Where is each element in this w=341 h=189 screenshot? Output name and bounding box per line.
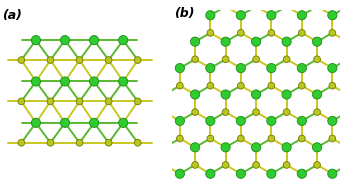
Circle shape	[18, 98, 25, 105]
Circle shape	[60, 77, 70, 86]
Circle shape	[60, 118, 70, 127]
Circle shape	[314, 162, 321, 168]
Circle shape	[237, 135, 244, 142]
Circle shape	[236, 64, 246, 73]
Circle shape	[253, 56, 260, 63]
Circle shape	[297, 169, 307, 178]
Text: (a): (a)	[2, 9, 22, 22]
Circle shape	[47, 57, 54, 64]
Circle shape	[134, 98, 141, 105]
Circle shape	[297, 116, 307, 125]
Circle shape	[222, 56, 229, 63]
Circle shape	[206, 116, 215, 125]
Circle shape	[283, 56, 290, 63]
Circle shape	[119, 77, 128, 86]
Circle shape	[283, 109, 290, 115]
Circle shape	[89, 118, 99, 127]
Circle shape	[47, 139, 54, 146]
Circle shape	[253, 109, 260, 115]
Circle shape	[191, 37, 200, 46]
Circle shape	[89, 36, 99, 45]
Circle shape	[207, 135, 214, 142]
Circle shape	[314, 56, 321, 63]
Circle shape	[76, 57, 83, 64]
Circle shape	[329, 135, 336, 142]
Circle shape	[267, 64, 276, 73]
Circle shape	[236, 116, 246, 125]
Circle shape	[222, 162, 229, 168]
Circle shape	[282, 37, 291, 46]
Circle shape	[105, 98, 112, 105]
Circle shape	[252, 143, 261, 152]
Circle shape	[177, 135, 183, 142]
Circle shape	[329, 29, 336, 36]
Circle shape	[222, 109, 229, 115]
Circle shape	[175, 169, 184, 178]
Circle shape	[297, 11, 307, 20]
Circle shape	[76, 139, 83, 146]
Circle shape	[60, 36, 70, 45]
Circle shape	[312, 37, 322, 46]
Circle shape	[192, 109, 198, 115]
Circle shape	[282, 90, 291, 99]
Circle shape	[312, 90, 322, 99]
Circle shape	[47, 98, 54, 105]
Circle shape	[221, 37, 230, 46]
Circle shape	[192, 56, 198, 63]
Circle shape	[328, 116, 337, 125]
Circle shape	[206, 64, 215, 73]
Circle shape	[328, 64, 337, 73]
Circle shape	[31, 118, 41, 127]
Circle shape	[328, 169, 337, 178]
Circle shape	[134, 139, 141, 146]
Circle shape	[297, 64, 307, 73]
Circle shape	[298, 82, 305, 89]
Circle shape	[328, 11, 337, 20]
Circle shape	[253, 162, 260, 168]
Circle shape	[267, 116, 276, 125]
Circle shape	[329, 82, 336, 89]
Circle shape	[89, 77, 99, 86]
Circle shape	[175, 116, 184, 125]
Circle shape	[221, 143, 230, 152]
Circle shape	[236, 11, 246, 20]
Circle shape	[18, 139, 25, 146]
Circle shape	[206, 169, 215, 178]
Circle shape	[252, 90, 261, 99]
Circle shape	[31, 36, 41, 45]
Circle shape	[105, 139, 112, 146]
Circle shape	[31, 77, 41, 86]
Circle shape	[18, 57, 25, 64]
Circle shape	[134, 57, 141, 64]
Circle shape	[221, 90, 230, 99]
Circle shape	[298, 135, 305, 142]
Circle shape	[192, 162, 198, 168]
Circle shape	[252, 37, 261, 46]
Circle shape	[312, 143, 322, 152]
Text: (b): (b)	[174, 7, 194, 20]
Circle shape	[206, 11, 215, 20]
Circle shape	[282, 143, 291, 152]
Circle shape	[207, 29, 214, 36]
Circle shape	[175, 64, 184, 73]
Circle shape	[119, 36, 128, 45]
Circle shape	[191, 143, 200, 152]
Circle shape	[268, 29, 275, 36]
Circle shape	[314, 109, 321, 115]
Circle shape	[237, 29, 244, 36]
Circle shape	[268, 135, 275, 142]
Circle shape	[267, 11, 276, 20]
Circle shape	[268, 82, 275, 89]
Circle shape	[119, 118, 128, 127]
Circle shape	[207, 82, 214, 89]
Circle shape	[76, 98, 83, 105]
Circle shape	[236, 169, 246, 178]
Circle shape	[237, 82, 244, 89]
Circle shape	[177, 82, 183, 89]
Circle shape	[267, 169, 276, 178]
Circle shape	[298, 29, 305, 36]
Circle shape	[283, 162, 290, 168]
Circle shape	[105, 57, 112, 64]
Circle shape	[191, 90, 200, 99]
